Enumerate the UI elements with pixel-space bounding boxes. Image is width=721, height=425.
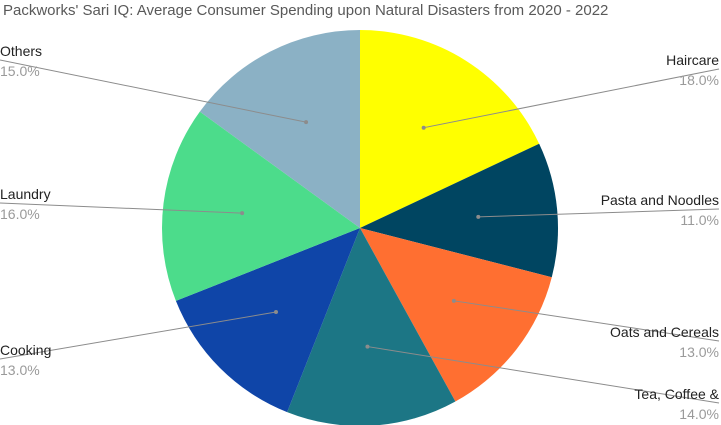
leader-line-oats-and-cereals: [453, 300, 720, 342]
slice-name-label-others: Others: [0, 43, 42, 59]
leader-line-tea-coffee: [367, 346, 720, 404]
pie-slice-oats-and-cereals: [360, 228, 552, 402]
leader-dot-others: [304, 120, 309, 125]
leader-dot-oats-and-cereals: [451, 298, 456, 303]
slice-name-label-haircare: Haircare: [666, 52, 719, 68]
slice-percent-label-cooking: 13.0%: [0, 362, 40, 378]
leader-dot-cooking: [273, 310, 278, 315]
chart-title: Packworks' Sari IQ: Average Consumer Spe…: [3, 2, 608, 19]
slice-name-label-laundry: Laundry: [0, 186, 51, 202]
pie-slice-laundry: [162, 111, 360, 301]
pie-slice-pasta-and-noodles: [360, 143, 558, 278]
leader-dot-haircare: [421, 125, 426, 130]
pie-slice-others: [199, 29, 360, 228]
leader-dot-tea-coffee: [365, 344, 370, 349]
slice-name-label-tea-coffee: Tea, Coffee &: [634, 386, 719, 402]
pie-slice-tea-coffee: [287, 228, 456, 425]
leader-line-others: [0, 59, 307, 123]
pie-labels: Haircare 18.0% Pasta and Noodles 11.0% Oats …: [0, 43, 720, 422]
slice-name-label-cooking: Cooking: [0, 342, 51, 358]
slice-percent-label-oats-and-cereals: 13.0%: [679, 344, 719, 360]
slice-name-label-pasta-and-noodles: Pasta and Noodles: [601, 192, 719, 208]
slice-percent-label-pasta-and-noodles: 11.0%: [680, 212, 719, 228]
leader-line-laundry: [0, 202, 243, 214]
leader-dot-pasta-and-noodles: [476, 214, 481, 219]
pie-slice-haircare: [360, 30, 540, 228]
leader-dot-laundry: [240, 211, 245, 216]
pie-slice-cooking: [175, 228, 360, 413]
leader-line-pasta-and-noodles: [478, 208, 720, 218]
leader-line-cooking: [0, 311, 277, 360]
slice-percent-label-laundry: 16.0%: [0, 206, 40, 222]
leader-line-haircare: [423, 68, 720, 129]
slice-percent-label-haircare: 18.0%: [679, 72, 719, 88]
slice-name-label-oats-and-cereals: Oats and Cereals: [610, 324, 719, 340]
slice-percent-label-others: 15.0%: [0, 63, 40, 79]
slice-percent-label-tea-coffee: 14.0%: [679, 406, 719, 422]
pie-slices: [162, 29, 558, 425]
